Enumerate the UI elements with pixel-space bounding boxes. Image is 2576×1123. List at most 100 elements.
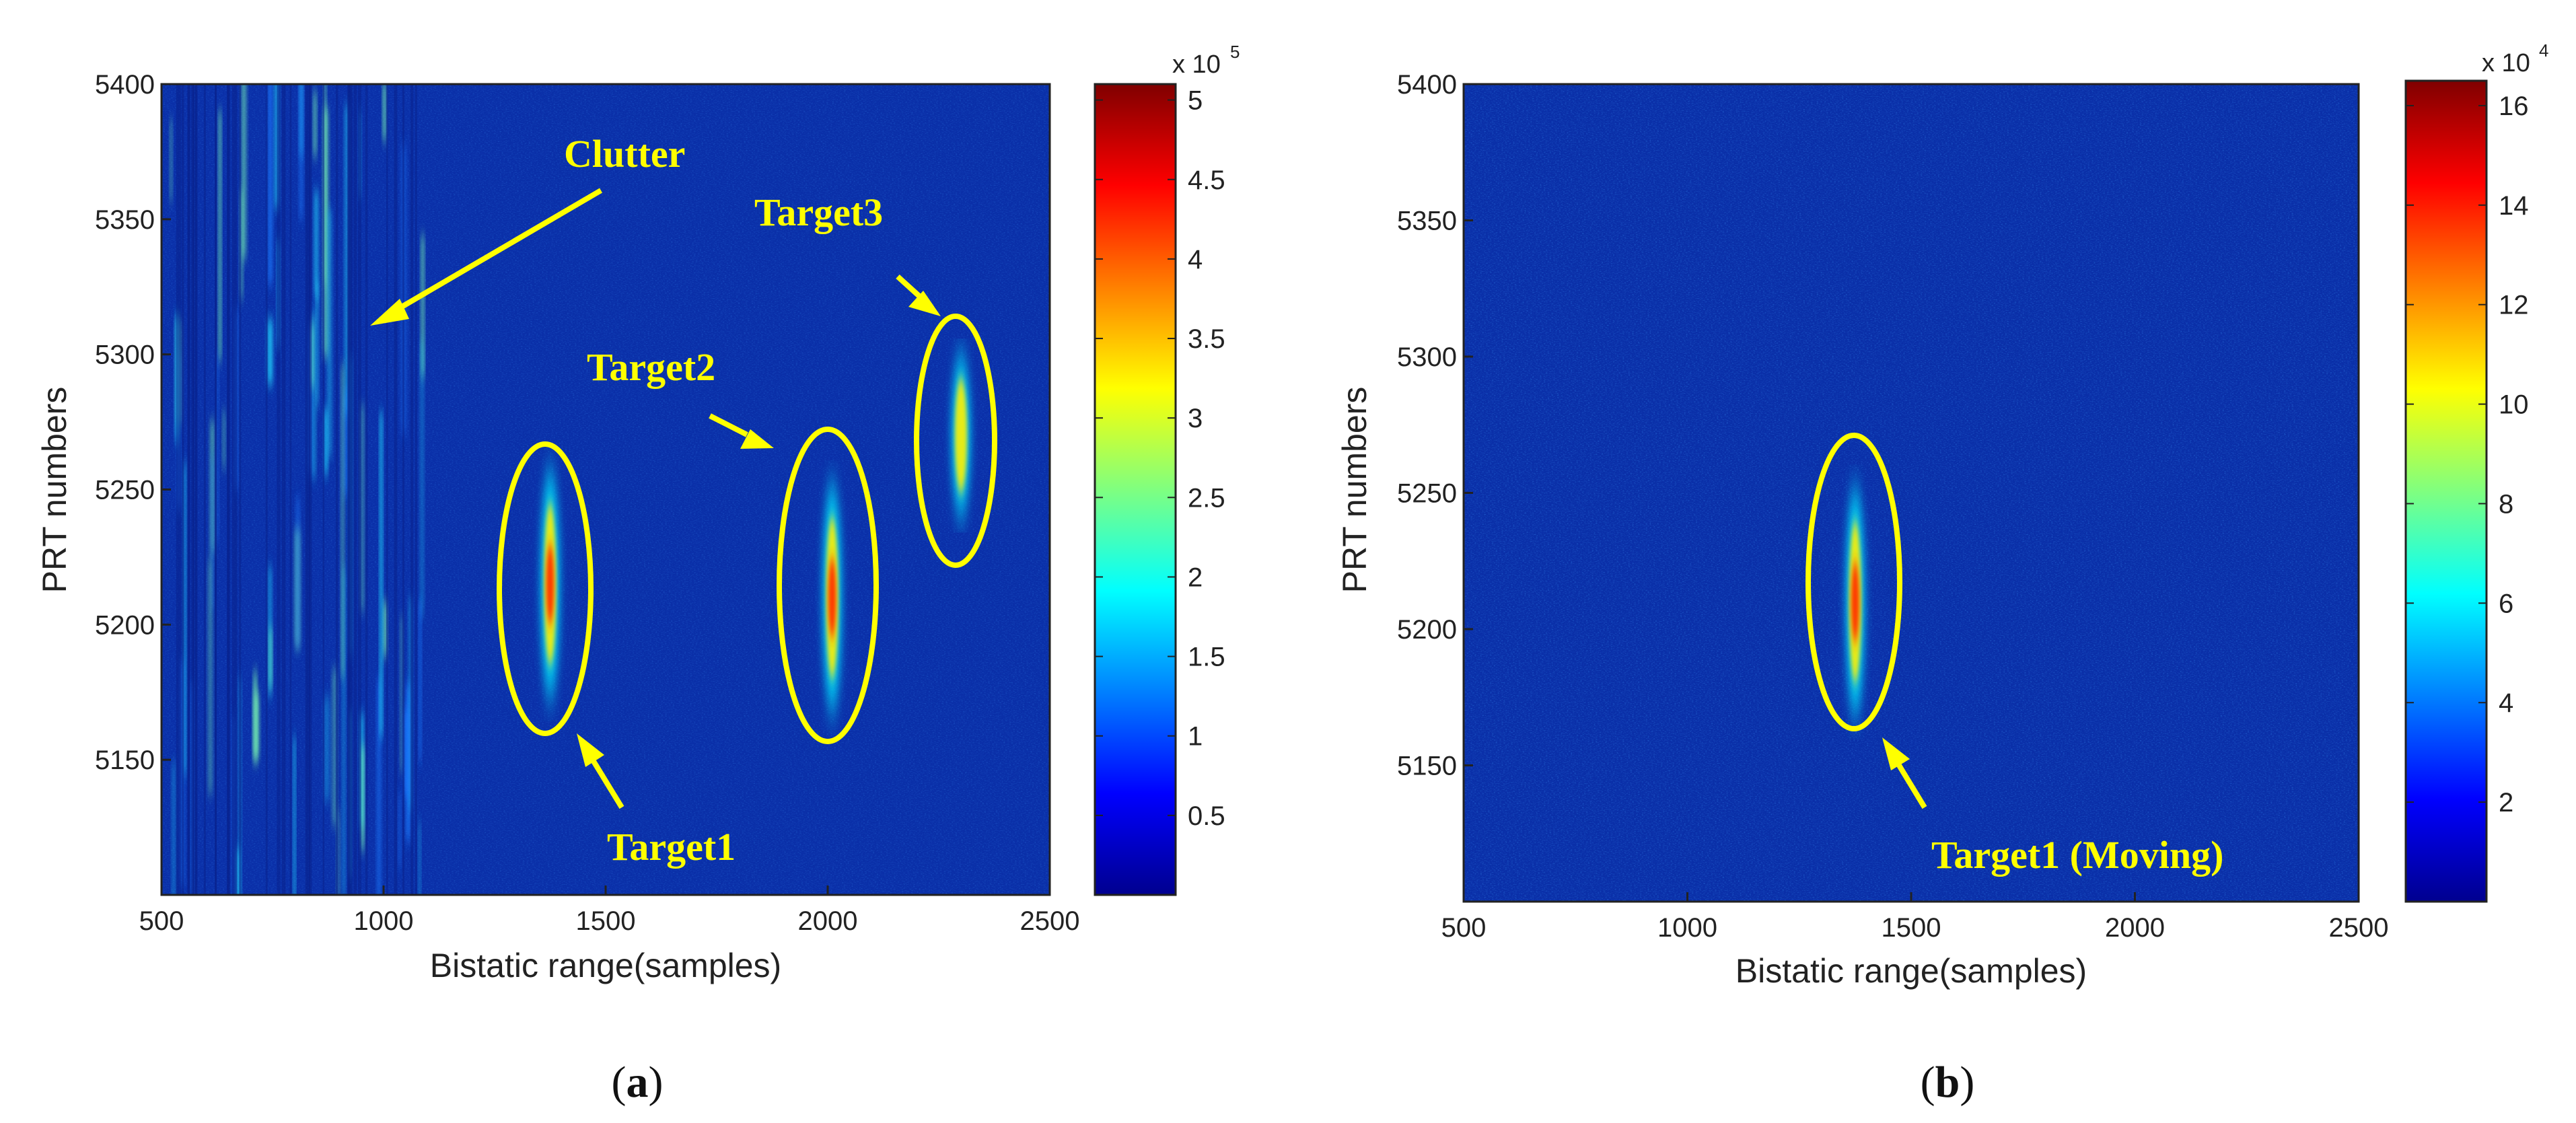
y-tick-label: 5350 [95,205,155,235]
clutter-dark-band [322,84,324,895]
clutter-dark-band [227,84,230,895]
clutter-dark-band [335,84,338,895]
colorbar-tick-label: 2.5 [1188,483,1225,513]
clutter-streak [327,209,332,458]
clutter-streak [268,566,272,696]
clutter-streak [380,412,383,737]
clutter-dark-band [277,84,279,895]
clutter-streak [293,736,296,895]
clutter-streaks [170,84,425,895]
clutter-streak [421,236,425,377]
clutter-dark-band [305,84,308,895]
clutter-dark-band [281,84,285,895]
colorbar-a: 0.5 1 1.5 2 2.5 3 3.5 4 4.5 5 x 10 5 [1094,42,1240,896]
target1-label: Target1 [607,825,736,869]
y-tick-label: 5200 [1397,615,1457,645]
colorbar-tick-label: 2 [2499,788,2513,818]
colorbar-exponent-b: 4 [2539,40,2548,61]
clutter-streak [295,497,300,648]
y-tick-label: 5250 [95,476,155,505]
x-tick-label: 1000 [1657,913,1717,943]
target1-arrow [577,733,624,809]
clutter-streak [341,364,345,677]
clutter-dark-band [306,84,310,895]
clutter-streak [400,616,403,772]
clutter-streak [312,308,316,478]
colorbar-b: 2 4 6 8 10 12 14 16 x 10 4 [2404,40,2548,903]
colorbar-tick-label: 14 [2499,191,2529,221]
x-tick-label: 2500 [2329,913,2389,943]
clutter-streak [361,746,365,850]
clutter-streak [316,282,319,406]
clutter-streak [299,84,303,219]
clutter-streak [170,119,172,201]
hotspot-core [1851,562,1859,642]
clutter-dark-band [350,84,353,895]
y-tick-label: 5400 [1397,70,1457,100]
y-tick-label: 5250 [1397,479,1457,509]
clutter-streak [408,597,413,811]
y-tick-label: 5300 [95,340,155,370]
y-axis-label-b: PRT numbers [1336,387,1373,593]
target2-ellipse [777,427,879,744]
clutter-dark-band [176,84,179,895]
clutter-dark-band [415,84,417,895]
clutter-streak [404,709,410,796]
clutter-dark-band [231,84,236,895]
colorbar-tick-label: 3 [1188,404,1203,433]
clutter-streak [343,390,349,495]
colorbar-multiplier-b: x 10 [2482,49,2530,77]
colorbar-tick-label: 1 [1188,722,1203,752]
clutter-dark-band [394,84,398,895]
clutter-dark-band [284,84,286,895]
target3-ellipse [914,314,997,568]
axis-ticks-a: 500 1000 1500 2000 2500 5150 5200 5250 5300 5350 5… [95,70,1079,936]
clutter-streak [398,793,401,867]
x-tick-label: 2500 [1020,906,1080,936]
clutter-streak [208,558,213,794]
clutter-streak [241,84,246,259]
colorbar-tick-label: 10 [2499,390,2529,420]
clutter-dark-band [215,84,217,895]
colorbar-tick-label: 12 [2499,291,2529,320]
x-tick-label: 1000 [354,906,414,936]
x-tick-label: 1500 [576,906,636,936]
colorbar-multiplier-a: x 10 [1172,50,1221,79]
clutter-dark-band [187,84,190,895]
colorbar-tick-label: 6 [2499,589,2513,618]
y-tick-label: 5300 [1397,342,1457,372]
colorbar-tick-label: 3.5 [1188,324,1225,354]
clutter-label: Clutter [564,132,685,176]
clutter-streak [274,84,279,209]
target-hotspots-a [540,355,970,713]
clutter-dark-band [289,84,292,895]
clutter-dark-band [308,84,312,895]
caption-b: (b) [1921,1058,1975,1107]
clutter-streak [419,600,421,762]
clutter-dark-band [192,84,195,895]
colorbar-tick-label: 2 [1188,563,1203,592]
colorbar-tick-label: 1.5 [1188,643,1225,672]
clutter-streak [377,678,382,895]
clutter-streak [323,108,328,357]
clutter-streak [172,762,176,895]
colorbar-tick-label: 4 [2499,688,2513,718]
y-tick-label: 5200 [95,610,155,640]
clutter-streak [313,92,317,157]
target2-arrow [709,413,774,449]
hotspot-core [546,544,554,624]
colorbar-exponent-a: 5 [1230,42,1240,62]
y-tick-label: 5350 [1397,207,1457,236]
clutter-dark-band [235,84,238,895]
target-hotspots-b [1845,487,1865,717]
x-axis-label-b: Bistatic range(samples) [1736,952,2087,990]
clutter-streak [183,462,186,774]
clutter-streak [254,692,259,759]
clutter-streak [211,456,214,610]
clutter-dark-band [181,84,184,895]
target1-ellipse [497,441,594,736]
clutter-streak [360,404,365,612]
colorbar-gradient-a [1094,83,1177,896]
target3-label: Target3 [754,190,883,234]
